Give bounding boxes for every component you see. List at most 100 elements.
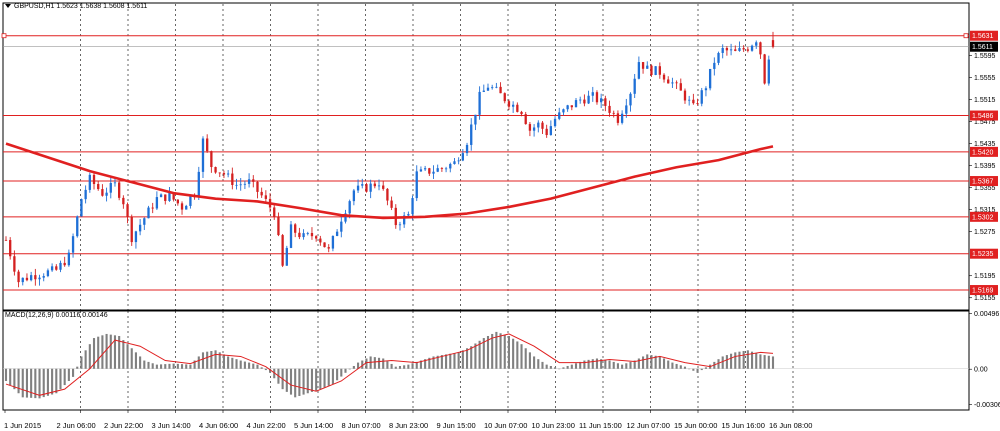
macd-histogram-bar: [248, 362, 251, 369]
bear-candle: [214, 167, 217, 173]
time-axis-label: 1 Jun 2015: [4, 421, 41, 430]
level-price-badge: [970, 248, 998, 259]
bull-candle: [289, 224, 293, 248]
bear-candle: [541, 122, 544, 129]
macd-histogram-bar: [197, 356, 200, 369]
bear-candle: [218, 172, 221, 174]
macd-histogram-bar: [4, 368, 8, 381]
macd-histogram-bar: [139, 356, 142, 369]
bear-candle: [319, 238, 322, 243]
bull-candle: [239, 184, 242, 186]
level-price-badge: [970, 30, 998, 41]
bear-candle: [151, 207, 154, 209]
macd-histogram-bar: [84, 350, 87, 369]
bear-candle: [260, 191, 263, 196]
bull-candle: [436, 168, 439, 172]
time-axis-label: 12 Jun 07:00: [627, 421, 670, 430]
macd-histogram-bar: [38, 368, 41, 399]
time-axis-label: 9 Jun 15:00: [437, 421, 476, 430]
macd-histogram-bar: [101, 335, 104, 369]
macd-histogram-bar: [671, 362, 674, 369]
macd-histogram-bar: [118, 335, 121, 369]
dropdown-triangle-icon[interactable]: [5, 4, 11, 9]
bull-candle: [109, 183, 112, 193]
macd-histogram-bar: [30, 368, 33, 398]
time-axis-label: 5 Jun 14:00: [294, 421, 333, 430]
bull-candle: [482, 90, 485, 92]
bull-candle: [59, 262, 62, 270]
bull-candle: [553, 118, 557, 127]
macd-histogram-bar: [746, 350, 749, 369]
macd-histogram-bar: [440, 355, 443, 369]
bull-candle: [38, 277, 41, 280]
bull-candle: [302, 233, 305, 238]
macd-histogram-bar: [180, 364, 184, 369]
bear-candle: [382, 185, 385, 189]
bull-candle: [537, 122, 540, 128]
bear-candle: [55, 266, 58, 270]
macd-histogram-bar: [642, 356, 645, 369]
bear-candle: [516, 104, 519, 112]
bull-candle: [306, 233, 309, 234]
bull-candle: [579, 99, 582, 101]
bear-candle: [63, 262, 66, 266]
price-axis-label: 1.5275: [974, 229, 996, 236]
macd-histogram-bar: [541, 361, 544, 369]
bull-candle: [704, 88, 708, 91]
bear-candle: [310, 233, 314, 237]
bull-candle: [423, 168, 427, 170]
bull-candle: [444, 168, 448, 170]
time-axis-label: 4 Jun 06:00: [199, 421, 238, 430]
macd-histogram-bar: [491, 333, 494, 369]
bull-candle: [331, 235, 335, 249]
bear-candle: [122, 197, 125, 205]
bear-candle: [604, 98, 607, 106]
macd-histogram-bar: [147, 361, 150, 369]
price-axis-label: 1.5515: [974, 97, 996, 104]
bull-candle: [671, 82, 674, 84]
bull-candle: [449, 164, 452, 169]
bull-candle: [700, 90, 703, 104]
bear-candle: [520, 111, 523, 115]
symbol-title: GBPUSD,H1 1.5623 1.5638 1.5608 1.5611: [5, 3, 147, 10]
macd-histogram-bar: [461, 350, 464, 369]
macd-histogram-bar: [294, 368, 297, 398]
bear-candle: [256, 181, 259, 192]
bull-candle: [654, 66, 657, 75]
macd-histogram-bar: [105, 333, 108, 369]
bear-candle: [298, 232, 301, 238]
macd-histogram-bar: [63, 368, 66, 386]
bull-candle: [629, 93, 632, 106]
bear-candle: [4, 239, 8, 241]
price-axis-label: 1.5475: [974, 119, 996, 126]
price-axis-label: 1.5595: [974, 53, 996, 60]
bear-candle: [692, 99, 695, 104]
macd-indicator-label: MACD(12,26,9) 0.00116 0.00146: [5, 312, 108, 319]
time-axis-label: 4 Jun 22:00: [247, 421, 286, 430]
macd-histogram-bar: [516, 341, 519, 369]
macd-histogram-bar: [658, 356, 661, 369]
bear-candle: [499, 86, 502, 94]
macd-histogram-bar: [759, 354, 762, 369]
bear-candle: [126, 204, 129, 217]
level-price-label: 1.5486: [972, 113, 994, 120]
bear-candle: [273, 207, 276, 217]
bear-candle: [210, 151, 213, 168]
bear-candle: [696, 103, 699, 104]
time-axis-label: 16 Jun 08:00: [769, 421, 812, 430]
current-price-label: 1.5611: [972, 44, 993, 51]
macd-histogram-bar: [771, 356, 775, 369]
macd-histogram-bar: [352, 365, 355, 369]
macd-histogram-bar: [160, 364, 163, 369]
macd-histogram-bar: [222, 354, 225, 369]
macd-histogram-bar: [524, 348, 527, 369]
macd-histogram-bar: [407, 364, 410, 369]
bull-candle: [453, 161, 456, 165]
time-axis-label: 15 Jun 16:00: [722, 421, 765, 430]
macd-histogram-bar: [403, 365, 406, 369]
macd-scale-label: -0.00306: [974, 402, 1000, 409]
bear-candle: [528, 124, 532, 131]
macd-histogram-bar: [717, 359, 720, 369]
